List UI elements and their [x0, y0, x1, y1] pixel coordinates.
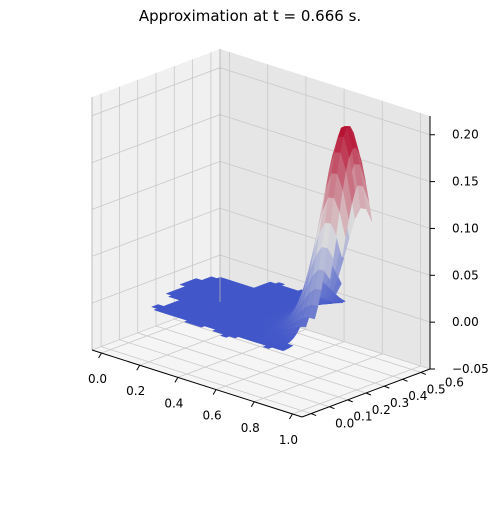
x-tick-label-4: 0.8: [241, 421, 260, 435]
y-tick-label-1: 0.1: [353, 410, 372, 424]
axis-lines: [91, 49, 431, 418]
surface-facet-20-2: [228, 334, 240, 339]
x-tick-mark-4: [250, 401, 255, 408]
x-tick-label-2: 0.4: [164, 396, 183, 410]
y-tick-label-6: 0.6: [445, 375, 464, 389]
x-axis-line: [91, 349, 303, 418]
surface-facet-19-1: [219, 334, 231, 338]
y-tick-label-5: 0.5: [427, 382, 446, 396]
z-tick-label-2: 0.05: [452, 268, 479, 282]
surface-facet-28-3: [276, 347, 288, 352]
y-tick-mark-1: [329, 406, 335, 410]
z-tick-label-1: 0.00: [452, 315, 479, 329]
surface-facet-28-10: [299, 317, 310, 328]
z-axis-ticks: −0.05 0.00 0.05 0.10 0.15 0.20: [430, 128, 489, 376]
z-tick-label-0: −0.05: [452, 362, 489, 376]
x-tick-mark-3: [212, 389, 217, 395]
z-tick-label-3: 0.10: [452, 221, 479, 235]
surface-facet-31-16: [336, 212, 346, 258]
z-tick-label-5: 0.20: [452, 128, 479, 142]
surface-facet-30-14: [324, 247, 334, 280]
x-tick-label-3: 0.6: [203, 409, 222, 423]
y-tick-mark-6: [420, 371, 427, 375]
y-tick-label-3: 0.3: [390, 396, 409, 410]
y-tick-mark-0: [310, 413, 317, 417]
y-tick-mark-4: [384, 385, 390, 389]
surface-mesh: [150, 125, 373, 352]
chart-title: Approximation at t = 0.666 s.: [138, 7, 362, 25]
x-tick-mark-5: [289, 413, 293, 420]
x-axis-ticks: 0.0 0.2 0.4 0.6 0.8 1.0: [88, 352, 298, 447]
x-tick-mark-1: [136, 364, 141, 371]
x-tick-label-0: 0.0: [88, 372, 107, 386]
surface-facet-14-2: [195, 323, 206, 328]
surface-facet-29-11: [308, 304, 319, 320]
x-tick-label-1: 0.2: [126, 384, 145, 398]
y-axis-ticks: 0.0 0.1 0.2 0.3 0.4 0.5 0.6: [310, 371, 464, 431]
y-tick-mark-5: [402, 378, 408, 382]
axis-panes: [92, 49, 430, 417]
y-tick-label-4: 0.4: [408, 389, 427, 403]
z-tick-label-4: 0.15: [452, 175, 479, 189]
x-tick-mark-2: [174, 377, 179, 383]
y-tick-mark-2: [347, 399, 353, 403]
x-tick-label-5: 1.0: [279, 433, 298, 447]
y-tick-label-2: 0.2: [372, 403, 391, 417]
y-tick-mark-3: [365, 392, 372, 396]
y-tick-label-0: 0.0: [335, 417, 354, 431]
surface-facet-26-2: [262, 345, 273, 349]
x-tick-mark-0: [98, 352, 102, 359]
